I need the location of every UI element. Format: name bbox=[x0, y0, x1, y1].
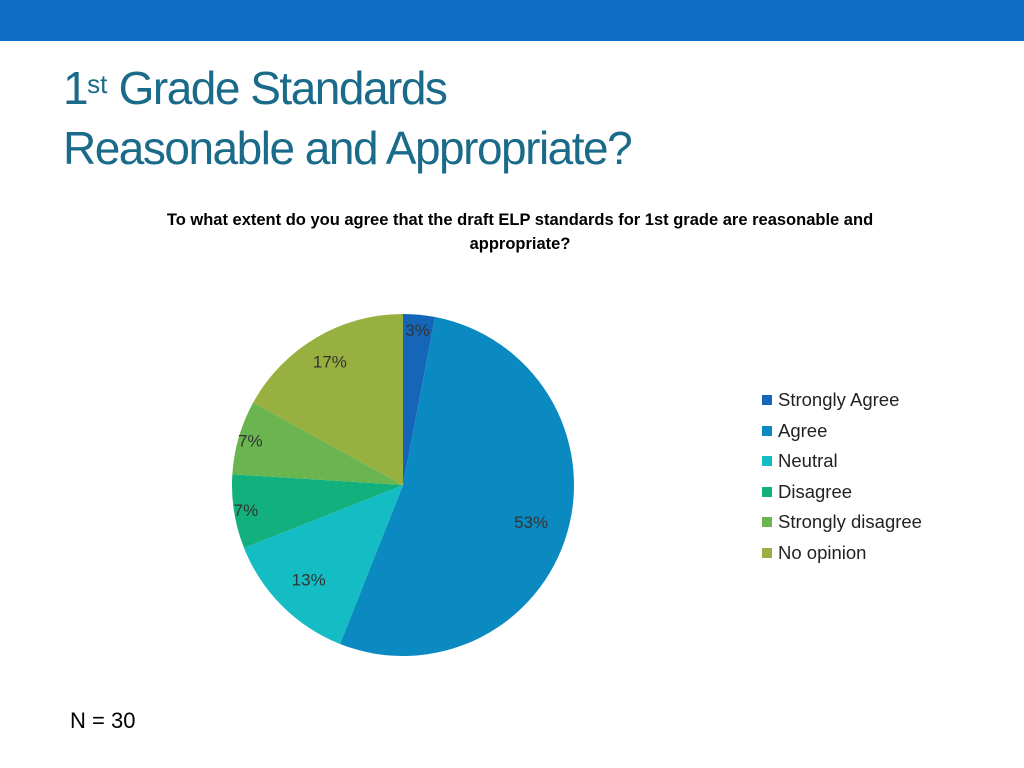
legend-label: Strongly disagree bbox=[778, 511, 922, 533]
legend-item-no-opinion: No opinion bbox=[762, 538, 922, 569]
legend-item-strongly-agree: Strongly Agree bbox=[762, 385, 922, 416]
legend-swatch bbox=[762, 517, 772, 528]
legend-item-strongly-disagree: Strongly disagree bbox=[762, 507, 922, 538]
pie-slice-disagree bbox=[232, 474, 403, 548]
legend-swatch bbox=[762, 486, 772, 497]
legend-item-agree: Agree bbox=[762, 416, 922, 447]
pie-label-no-opinion: 17% bbox=[313, 352, 347, 371]
legend-swatch bbox=[762, 395, 772, 406]
pie-slice-no-opinion bbox=[253, 314, 403, 485]
legend-label: Disagree bbox=[778, 480, 853, 502]
legend-label: Agree bbox=[778, 419, 828, 441]
legend-swatch bbox=[762, 456, 772, 467]
pie-slice-strongly-agree bbox=[403, 314, 436, 485]
title-ordinal-suffix: st bbox=[87, 69, 108, 99]
legend-label: Neutral bbox=[778, 450, 838, 472]
chart-title: To what extent do you agree that the dra… bbox=[166, 211, 874, 253]
slide-title: 1st Grade Standards Reasonable and Appro… bbox=[63, 58, 633, 178]
pie-slice-agree bbox=[340, 317, 575, 656]
header-accent-bar bbox=[0, 0, 1024, 41]
slide-title-line-1: 1st Grade Standards bbox=[63, 58, 631, 118]
pie-label-strongly-disagree: 7% bbox=[238, 432, 263, 451]
pie-label-agree: 53% bbox=[514, 513, 548, 532]
pie-label-neutral: 13% bbox=[292, 570, 326, 589]
legend-item-neutral: Neutral bbox=[762, 446, 922, 477]
legend-swatch bbox=[762, 425, 772, 436]
pie-slice-neutral bbox=[244, 485, 403, 644]
sample-size-note: N = 30 bbox=[70, 708, 136, 733]
pie-label-strongly-agree: 3% bbox=[405, 321, 430, 340]
chart-legend: Strongly Agree Agree Neutral Disagree Strong… bbox=[762, 385, 922, 568]
legend-item-disagree: Disagree bbox=[762, 477, 922, 508]
pie-slice-strongly-disagree bbox=[232, 402, 403, 485]
legend-label: No opinion bbox=[778, 541, 867, 563]
legend-label: Strongly Agree bbox=[778, 389, 900, 411]
title-ordinal-number: 1 bbox=[63, 62, 89, 114]
pie-label-disagree: 7% bbox=[234, 501, 259, 520]
legend-swatch bbox=[762, 547, 772, 558]
title-line-1-text: Grade Standards bbox=[107, 62, 448, 114]
slide-title-line-2: Reasonable and Appropriate? bbox=[63, 122, 633, 174]
